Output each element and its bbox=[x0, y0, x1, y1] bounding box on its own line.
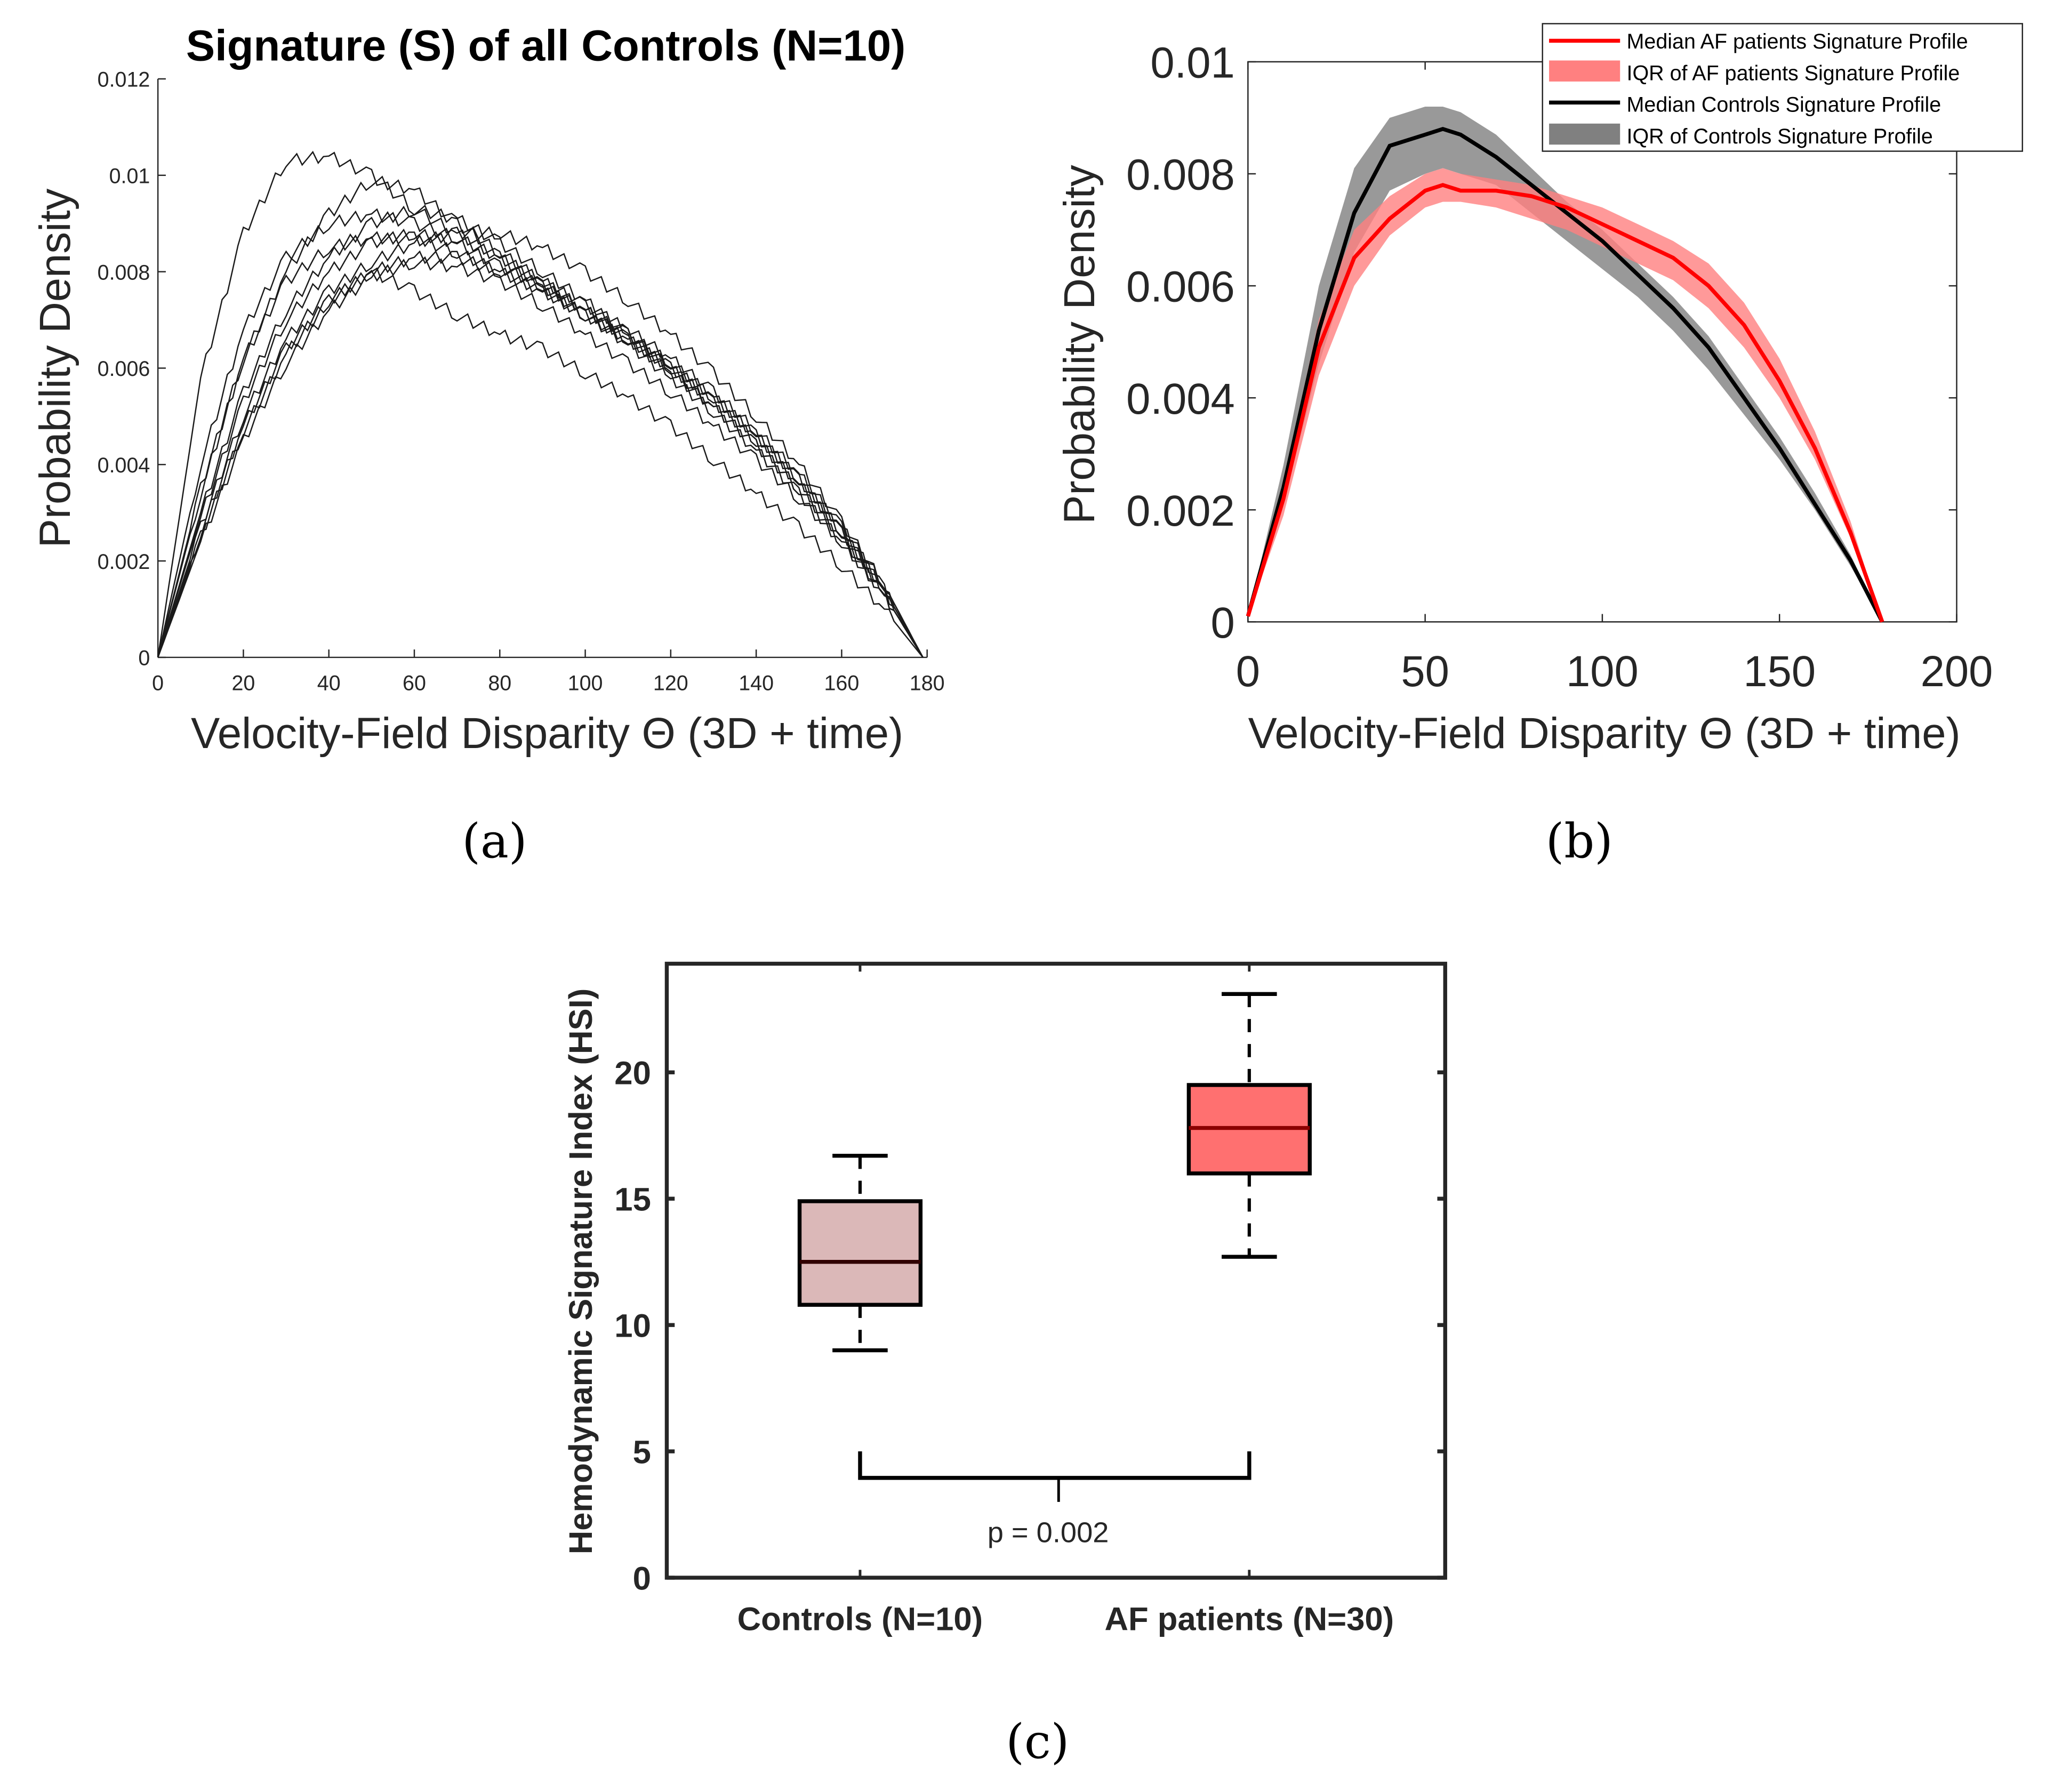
panel-b-ylabel: Probability Density bbox=[1055, 165, 1104, 524]
x-tick-label: 140 bbox=[739, 672, 774, 695]
panel-c: 0 5 10 15 20 Hemodynamic Signature Index (HS… bbox=[563, 961, 1447, 1769]
y-tick-label: 0 bbox=[1210, 599, 1234, 647]
y-tick-label: 0.004 bbox=[1126, 375, 1235, 423]
panel-c-xtick-af: AF patients (N=30) bbox=[1104, 1601, 1394, 1638]
y-tick-label: 0.008 bbox=[1126, 151, 1235, 199]
panel-c-ylabel: Hemodynamic Signature Index (HSI) bbox=[563, 989, 599, 1555]
x-tick-label: 200 bbox=[1921, 647, 1993, 696]
panel-a-xlabel: Velocity-Field Disparity Θ (3D + time) bbox=[191, 709, 903, 758]
axes-box bbox=[664, 961, 1447, 1580]
x-tick-label: 120 bbox=[653, 672, 688, 695]
panel-c-plot-area: 0 5 10 15 20 bbox=[614, 961, 1447, 1597]
panel-b: 0 50 100 150 200 0 0.002 0.004 0.006 0.008 0.01 Ve… bbox=[1055, 23, 2024, 869]
panel-a-title: Signature (S) of all Controls (N=10) bbox=[186, 21, 905, 70]
y-tick-label: 0.004 bbox=[98, 454, 150, 477]
y-tick-label: 0.01 bbox=[109, 165, 150, 188]
y-tick-label: 0.002 bbox=[98, 550, 150, 574]
x-tick-label: 100 bbox=[1566, 647, 1639, 696]
x-tick-label: 40 bbox=[317, 672, 341, 695]
y-tick-label: 0.002 bbox=[1126, 487, 1235, 535]
controls-median-line bbox=[1246, 127, 1884, 623]
significance-bracket bbox=[858, 1451, 1251, 1480]
y-tick-label: 15 bbox=[614, 1181, 651, 1218]
y-tick-label: 0.01 bbox=[1150, 38, 1234, 87]
y-tick-label: 0.012 bbox=[98, 68, 150, 92]
y-tick-label: 20 bbox=[614, 1055, 651, 1091]
legend-label: IQR of AF patients Signature Profile bbox=[1627, 61, 1960, 85]
panel-a-caption: (a) bbox=[462, 814, 527, 869]
x-tick-label: 100 bbox=[568, 672, 603, 695]
panel-c-xtick-controls: Controls (N=10) bbox=[737, 1601, 983, 1638]
iqr-box bbox=[797, 1199, 923, 1307]
panel-b-plot-area: 0 50 100 150 200 0 0.002 0.004 0.006 0.008 0.01 bbox=[1126, 38, 1993, 696]
af-median-line bbox=[1246, 183, 1884, 623]
x-tick-label: 180 bbox=[910, 672, 945, 695]
p-value-label: p = 0.002 bbox=[988, 1516, 1109, 1548]
control-curve bbox=[157, 204, 924, 658]
legend-swatch-af-iqr bbox=[1549, 60, 1620, 82]
panel-a-plot-area: 0 20 40 60 80 100 120 140 160 180 0 0.002 0.004 0.006… bbox=[98, 68, 945, 695]
control-curve bbox=[157, 250, 924, 658]
x-tick-label: 80 bbox=[488, 672, 511, 695]
control-curve bbox=[157, 231, 924, 658]
x-tick-label: 150 bbox=[1743, 647, 1816, 696]
y-tick-label: 0 bbox=[633, 1560, 651, 1597]
x-tick-label: 160 bbox=[824, 672, 860, 695]
x-tick-label: 60 bbox=[403, 672, 426, 695]
panel-a-ylabel: Probability Density bbox=[31, 188, 79, 548]
x-tick-label: 0 bbox=[152, 672, 164, 695]
x-tick-label: 20 bbox=[231, 672, 255, 695]
control-curve bbox=[157, 226, 924, 658]
controls-iqr-band bbox=[1248, 106, 1882, 622]
panel-a: Signature (S) of all Controls (N=10) 0 20… bbox=[31, 21, 945, 868]
y-tick-label: 0.008 bbox=[98, 261, 150, 284]
y-tick-label: 0 bbox=[138, 647, 150, 670]
control-curve bbox=[157, 150, 924, 658]
legend-box bbox=[1542, 23, 2024, 152]
y-tick-label: 0.006 bbox=[98, 357, 150, 381]
y-tick-label: 5 bbox=[633, 1434, 651, 1470]
panel-b-legend: Median AF patients Signature Profile IQR… bbox=[1542, 23, 2024, 152]
x-tick-label: 0 bbox=[1236, 647, 1260, 696]
x-tick-label: 50 bbox=[1401, 647, 1449, 696]
panel-c-caption: (c) bbox=[1006, 1714, 1069, 1769]
panel-b-xlabel: Velocity-Field Disparity Θ (3D + time) bbox=[1248, 709, 1961, 758]
af-iqr-band bbox=[1248, 168, 1882, 622]
panel-b-caption: (b) bbox=[1546, 814, 1613, 869]
legend-label: IQR of Controls Signature Profile bbox=[1627, 125, 1933, 148]
control-curve bbox=[157, 208, 924, 658]
y-tick-label: 10 bbox=[614, 1307, 651, 1344]
control-curve bbox=[157, 175, 924, 658]
y-tick-label: 0.006 bbox=[1126, 263, 1235, 311]
control-curve bbox=[157, 228, 924, 658]
legend-swatch-controls-iqr bbox=[1549, 123, 1620, 145]
control-curve bbox=[157, 267, 924, 658]
legend-label: Median Controls Signature Profile bbox=[1627, 93, 1941, 117]
control-curve bbox=[157, 256, 924, 658]
legend-label: Median AF patients Signature Profile bbox=[1627, 30, 1968, 53]
